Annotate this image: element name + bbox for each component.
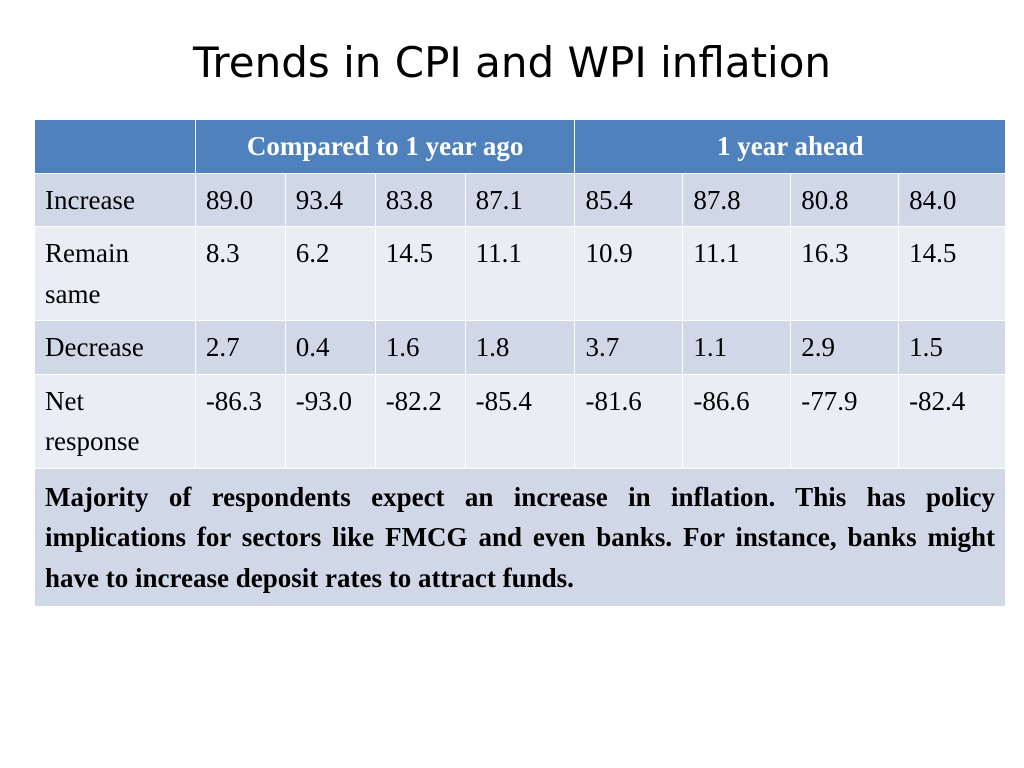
table-row: Decrease 2.7 0.4 1.6 1.8 3.7 1.1 2.9 1.5 [34, 320, 1006, 375]
table-cell: 80.8 [790, 172, 900, 227]
slide-title: Trends in CPI and WPI inflation [192, 38, 832, 87]
table-cell: 84.0 [898, 172, 1006, 227]
summary-note: Majority of respondents expect an increa… [34, 467, 1006, 607]
table-cell: 14.5 [898, 226, 1006, 321]
table-cell: -86.6 [682, 373, 792, 469]
inflation-table: Compared to 1 year ago 1 year ahead Incr… [34, 119, 1006, 607]
table-cell: 1.8 [464, 320, 576, 375]
table-cell: -86.3 [194, 373, 286, 469]
table-cell: 8.3 [194, 226, 286, 321]
table-cell: 14.5 [374, 226, 466, 321]
row-label: Remain same [34, 226, 196, 321]
header-compared-to-1-year-ago: Compared to 1 year ago [194, 119, 576, 174]
table-row: Increase 89.0 93.4 83.8 87.1 85.4 87.8 8… [34, 172, 1006, 227]
table-cell: 2.7 [194, 320, 286, 375]
table-cell: 87.1 [464, 172, 576, 227]
table-cell: -82.2 [374, 373, 466, 469]
table-cell: 85.4 [574, 172, 684, 227]
table-row: Net response -86.3 -93.0 -82.2 -85.4 -81… [34, 373, 1006, 469]
header-1-year-ahead: 1 year ahead [574, 119, 1006, 174]
table-cell: 1.5 [898, 320, 1006, 375]
table-cell: 1.6 [374, 320, 466, 375]
table-cell: 89.0 [194, 172, 286, 227]
table-cell: -77.9 [790, 373, 900, 469]
row-label: Increase [34, 172, 196, 227]
table-cell: 11.1 [682, 226, 792, 321]
table-cell: 1.1 [682, 320, 792, 375]
table-cell: -93.0 [284, 373, 376, 469]
table-cell: 11.1 [464, 226, 576, 321]
table-cell: -85.4 [464, 373, 576, 469]
table-cell: 16.3 [790, 226, 900, 321]
table-cell: -82.4 [898, 373, 1006, 469]
table-cell: 87.8 [682, 172, 792, 227]
table-cell: 0.4 [284, 320, 376, 375]
table-cell: 93.4 [284, 172, 376, 227]
table-cell: 10.9 [574, 226, 684, 321]
table-cell: 2.9 [790, 320, 900, 375]
table-cell: 3.7 [574, 320, 684, 375]
note-row: Majority of respondents expect an increa… [34, 467, 1006, 607]
table-cell: 6.2 [284, 226, 376, 321]
header-row: Compared to 1 year ago 1 year ahead [34, 119, 1006, 174]
table-cell: 83.8 [374, 172, 466, 227]
table-cell: -81.6 [574, 373, 684, 469]
row-label: Decrease [34, 320, 196, 375]
row-label: Net response [34, 373, 196, 469]
table-row: Remain same 8.3 6.2 14.5 11.1 10.9 11.1 … [34, 226, 1006, 321]
header-blank-cell [34, 119, 196, 174]
